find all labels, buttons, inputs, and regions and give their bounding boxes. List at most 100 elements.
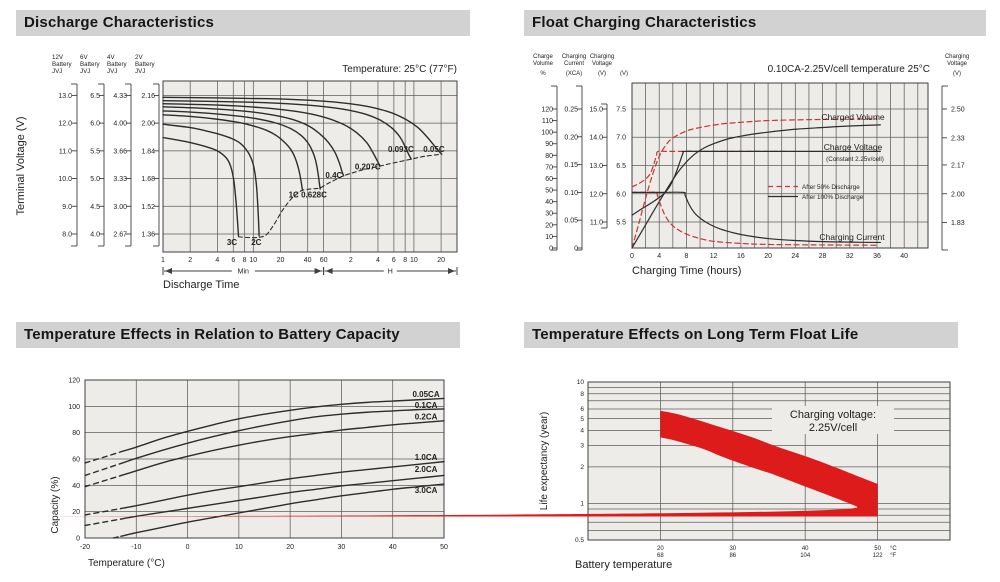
svg-text:Charging voltage:: Charging voltage: [790, 409, 876, 421]
svg-text:8: 8 [684, 253, 688, 260]
svg-text:Min: Min [238, 269, 249, 276]
svg-text:0.2CA: 0.2CA [415, 412, 438, 421]
svg-text:10: 10 [545, 234, 553, 241]
float-curve [631, 118, 878, 249]
svg-text:20: 20 [72, 509, 80, 516]
svg-text:0.1CA: 0.1CA [415, 401, 438, 410]
svg-text:H: H [388, 269, 393, 276]
discharge-curves [162, 96, 443, 237]
svg-text:4.0: 4.0 [90, 231, 100, 238]
svg-text:14.0: 14.0 [589, 135, 603, 142]
svg-text:1.52: 1.52 [141, 204, 155, 211]
svg-text:122: 122 [873, 553, 884, 559]
float-life-annotation: Charging voltage:2.25V/cell [772, 406, 894, 434]
svg-text:11.0: 11.0 [590, 220, 603, 227]
svg-text:70: 70 [545, 164, 553, 171]
svg-text:80: 80 [72, 430, 80, 437]
float-curve [631, 124, 881, 249]
svg-text:Voltage: Voltage [947, 61, 968, 67]
capacity-curve-2.0CA [84, 474, 445, 527]
svg-text:2.67: 2.67 [113, 231, 127, 238]
svg-text:3.33: 3.33 [113, 176, 127, 183]
svg-text:1.84: 1.84 [141, 148, 155, 155]
capacity-curves [84, 397, 445, 539]
svg-text:60: 60 [545, 176, 553, 183]
svg-text:0.05CA: 0.05CA [412, 390, 439, 399]
svg-text:Charging Time (hours): Charging Time (hours) [632, 265, 741, 277]
svg-text:10: 10 [577, 379, 585, 386]
svg-text:JVJ: JVJ [80, 68, 90, 75]
svg-text:°F: °F [890, 553, 896, 559]
discharge-curve-labels: 3C 2C 1C 0.628C 0.4C 0.207C 0.093C 0.05C [227, 145, 445, 247]
svg-text:0: 0 [630, 253, 634, 260]
svg-text:4V: 4V [107, 54, 115, 61]
section-title-temperature-capacity: Temperature Effects in Relation to Batte… [16, 322, 460, 348]
svg-text:Temperature: 25°C (77°F): Temperature: 25°C (77°F) [342, 64, 457, 75]
discharge-curve-3C [162, 136, 240, 237]
svg-text:8: 8 [243, 257, 247, 264]
svg-text:50: 50 [874, 546, 881, 552]
discharge-x-ticks: 1 2 4 6 8 10 20 40 60 2 4 6 8 10 20 [161, 257, 445, 264]
svg-text:40: 40 [545, 199, 553, 206]
svg-text:20: 20 [286, 544, 294, 551]
discharge-curve-0.093C [162, 99, 412, 160]
svg-text:20: 20 [764, 253, 772, 260]
svg-text:0.4C: 0.4C [325, 171, 342, 180]
svg-text:120: 120 [68, 378, 80, 385]
svg-text:5: 5 [580, 416, 584, 423]
svg-text:100: 100 [68, 404, 80, 411]
capacity-curve-0.2CA [84, 420, 445, 488]
svg-text:5.5: 5.5 [90, 148, 100, 155]
svg-text:Charging: Charging [590, 54, 614, 60]
discharge-annotation: Temperature: 25°C (77°F) [342, 64, 457, 75]
svg-text:104: 104 [800, 553, 811, 559]
svg-text:6: 6 [580, 406, 584, 413]
discharge-cutoff-line [237, 153, 443, 239]
svg-text:Terminal Voltage (V): Terminal Voltage (V) [15, 116, 27, 215]
capacity-curve-labels: 0.05CA 0.1CA 0.2CA 1.0CA 2.0CA 3.0CA [412, 390, 439, 495]
svg-text:0: 0 [549, 246, 553, 253]
svg-text:6.5: 6.5 [90, 93, 100, 100]
svg-text:10.0: 10.0 [58, 176, 72, 183]
svg-text:12.0: 12.0 [589, 191, 603, 198]
svg-text:2.00: 2.00 [951, 191, 965, 198]
svg-text:12: 12 [710, 253, 718, 260]
svg-text:(V): (V) [953, 71, 961, 77]
discharge-x-title: Discharge Time [163, 279, 239, 291]
discharge-chart [162, 80, 458, 253]
svg-text:(Constant 2.25v/cell): (Constant 2.25v/cell) [826, 156, 884, 163]
svg-text:Battery: Battery [135, 61, 156, 68]
svg-text:3C: 3C [227, 238, 237, 247]
svg-text:6.0: 6.0 [616, 191, 626, 198]
discharge-curve-0.4C [162, 106, 345, 177]
svg-text:0.15: 0.15 [564, 162, 578, 169]
float-charging-chart [631, 82, 929, 249]
svg-text:4: 4 [215, 257, 219, 264]
svg-text:(XCA): (XCA) [566, 71, 582, 77]
capacity-y-title: Capacity (%) [50, 476, 61, 533]
svg-text:Battery: Battery [80, 61, 101, 68]
svg-text:Current: Current [564, 61, 584, 67]
svg-text:3: 3 [580, 443, 584, 450]
svg-text:4: 4 [580, 428, 584, 435]
svg-text:(V): (V) [598, 71, 606, 77]
svg-text:110: 110 [542, 118, 553, 125]
svg-text:50: 50 [545, 188, 553, 195]
svg-text:3.00: 3.00 [113, 204, 127, 211]
svg-text:0.05: 0.05 [564, 218, 578, 225]
svg-text:68: 68 [657, 553, 664, 559]
svg-text:6.0: 6.0 [90, 121, 100, 128]
section-title-float-life: Temperature Effects on Long Term Float L… [524, 322, 958, 348]
svg-text:16: 16 [737, 253, 745, 260]
svg-text:9.0: 9.0 [62, 204, 72, 211]
float-curves [631, 118, 881, 249]
float-x-title: Charging Time (hours) [632, 265, 741, 277]
svg-text:0.05C: 0.05C [423, 145, 445, 154]
svg-text:4: 4 [657, 253, 661, 260]
svg-text:20: 20 [437, 257, 445, 264]
discharge-curve-1C [162, 114, 304, 191]
